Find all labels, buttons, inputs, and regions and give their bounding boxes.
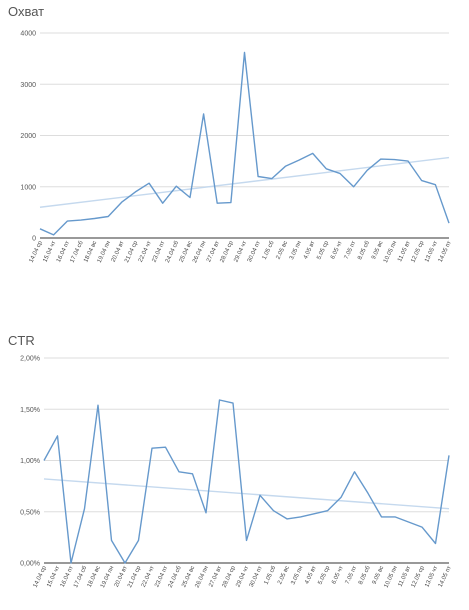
x-tick-label: 13.05 чт xyxy=(424,240,439,263)
x-tick-label: 10.05 пн xyxy=(383,240,398,264)
x-tick-label: 2.05 вс xyxy=(277,565,291,585)
x-tick-label: 25.04 вс xyxy=(179,240,194,263)
x-tick-label: 7.05 пт xyxy=(344,240,358,260)
x-tick-label: 5.05 ср xyxy=(316,240,330,261)
x-tick-label: 15.04 чт xyxy=(42,240,57,263)
x-tick-label: 3.05 пн xyxy=(289,240,303,261)
x-tick-label: 20.04 вт xyxy=(111,240,126,263)
y-tick-label: 1000 xyxy=(20,184,36,191)
x-tick-label: 4.05 вт xyxy=(304,565,318,585)
y-tick-label: 0,00% xyxy=(20,561,40,568)
y-tick-label: 2,00% xyxy=(20,356,40,363)
x-tick-label: 14.05 пт xyxy=(438,565,453,588)
x-tick-label: 9.05 вс xyxy=(372,565,386,585)
chart-title-reach: Охват xyxy=(8,4,45,19)
chart-title-ctr: CTR xyxy=(8,333,35,348)
trend-line xyxy=(43,478,450,510)
x-tick-label: 3.05 пн xyxy=(290,565,304,586)
x-tick-label: 27.04 вт xyxy=(206,240,221,263)
x-tick-label: 20.04 вт xyxy=(114,565,129,588)
y-tick-label: 0 xyxy=(32,236,36,243)
x-tick-label: 6.05 чт xyxy=(331,565,345,585)
x-tick-label: 7.05 пт xyxy=(345,565,359,585)
x-tick-label: 13.05 чт xyxy=(424,565,439,588)
x-tick-label: 22.04 чт xyxy=(141,565,156,588)
y-tick-label: 1,00% xyxy=(20,458,40,465)
y-tick-label: 0,50% xyxy=(20,509,40,516)
x-tick-label: 14.05 пт xyxy=(438,240,453,263)
x-tick-label: 9.05 вс xyxy=(371,240,385,260)
trend-line xyxy=(39,156,450,208)
x-tick-label: 2.05 вс xyxy=(276,240,290,260)
y-tick-label: 1,50% xyxy=(20,407,40,414)
y-tick-label: 4000 xyxy=(20,31,36,38)
x-tick-label: 4.05 вт xyxy=(303,240,317,260)
x-tick-label: 18.04 вс xyxy=(87,565,102,588)
x-tick-label: 8.05 сб xyxy=(357,240,371,261)
x-tick-label: 23.04 пт xyxy=(151,240,166,263)
y-tick-label: 2000 xyxy=(20,133,36,140)
x-tick-label: 1.05 сб xyxy=(262,240,276,261)
x-tick-label: 11.05 вт xyxy=(398,565,413,588)
series-line xyxy=(43,399,450,564)
x-tick-label: 8.05 сб xyxy=(358,565,372,586)
x-tick-label: 19.04 пн xyxy=(97,240,112,264)
x-tick-label: 16.04 пт xyxy=(60,565,75,588)
x-tick-label: 29.04 чт xyxy=(233,240,248,263)
x-tick-label: 11.05 вт xyxy=(397,240,412,263)
x-tick-label: 22.04 чт xyxy=(138,240,153,263)
x-tick-label: 25.04 вс xyxy=(181,565,196,588)
x-tick-label: 16.04 пт xyxy=(56,240,71,263)
x-tick-label: 6.05 чт xyxy=(330,240,344,260)
x-tick-label: 18.04 вс xyxy=(83,240,98,263)
x-tick-label: 30.04 пт xyxy=(249,565,264,588)
x-tick-label: 27.04 вт xyxy=(208,565,223,588)
x-tick-label: 5.05 ср xyxy=(318,565,332,586)
x-tick-label: 30.04 пт xyxy=(247,240,262,263)
x-tick-label: 26.04 пн xyxy=(192,240,207,264)
x-tick-label: 15.04 чт xyxy=(46,565,61,588)
x-tick-label: 1.05 сб xyxy=(264,565,278,586)
y-tick-label: 3000 xyxy=(20,82,36,89)
series-line xyxy=(39,51,450,236)
x-tick-label: 23.04 пт xyxy=(154,565,169,588)
x-tick-label: 29.04 чт xyxy=(235,565,250,588)
